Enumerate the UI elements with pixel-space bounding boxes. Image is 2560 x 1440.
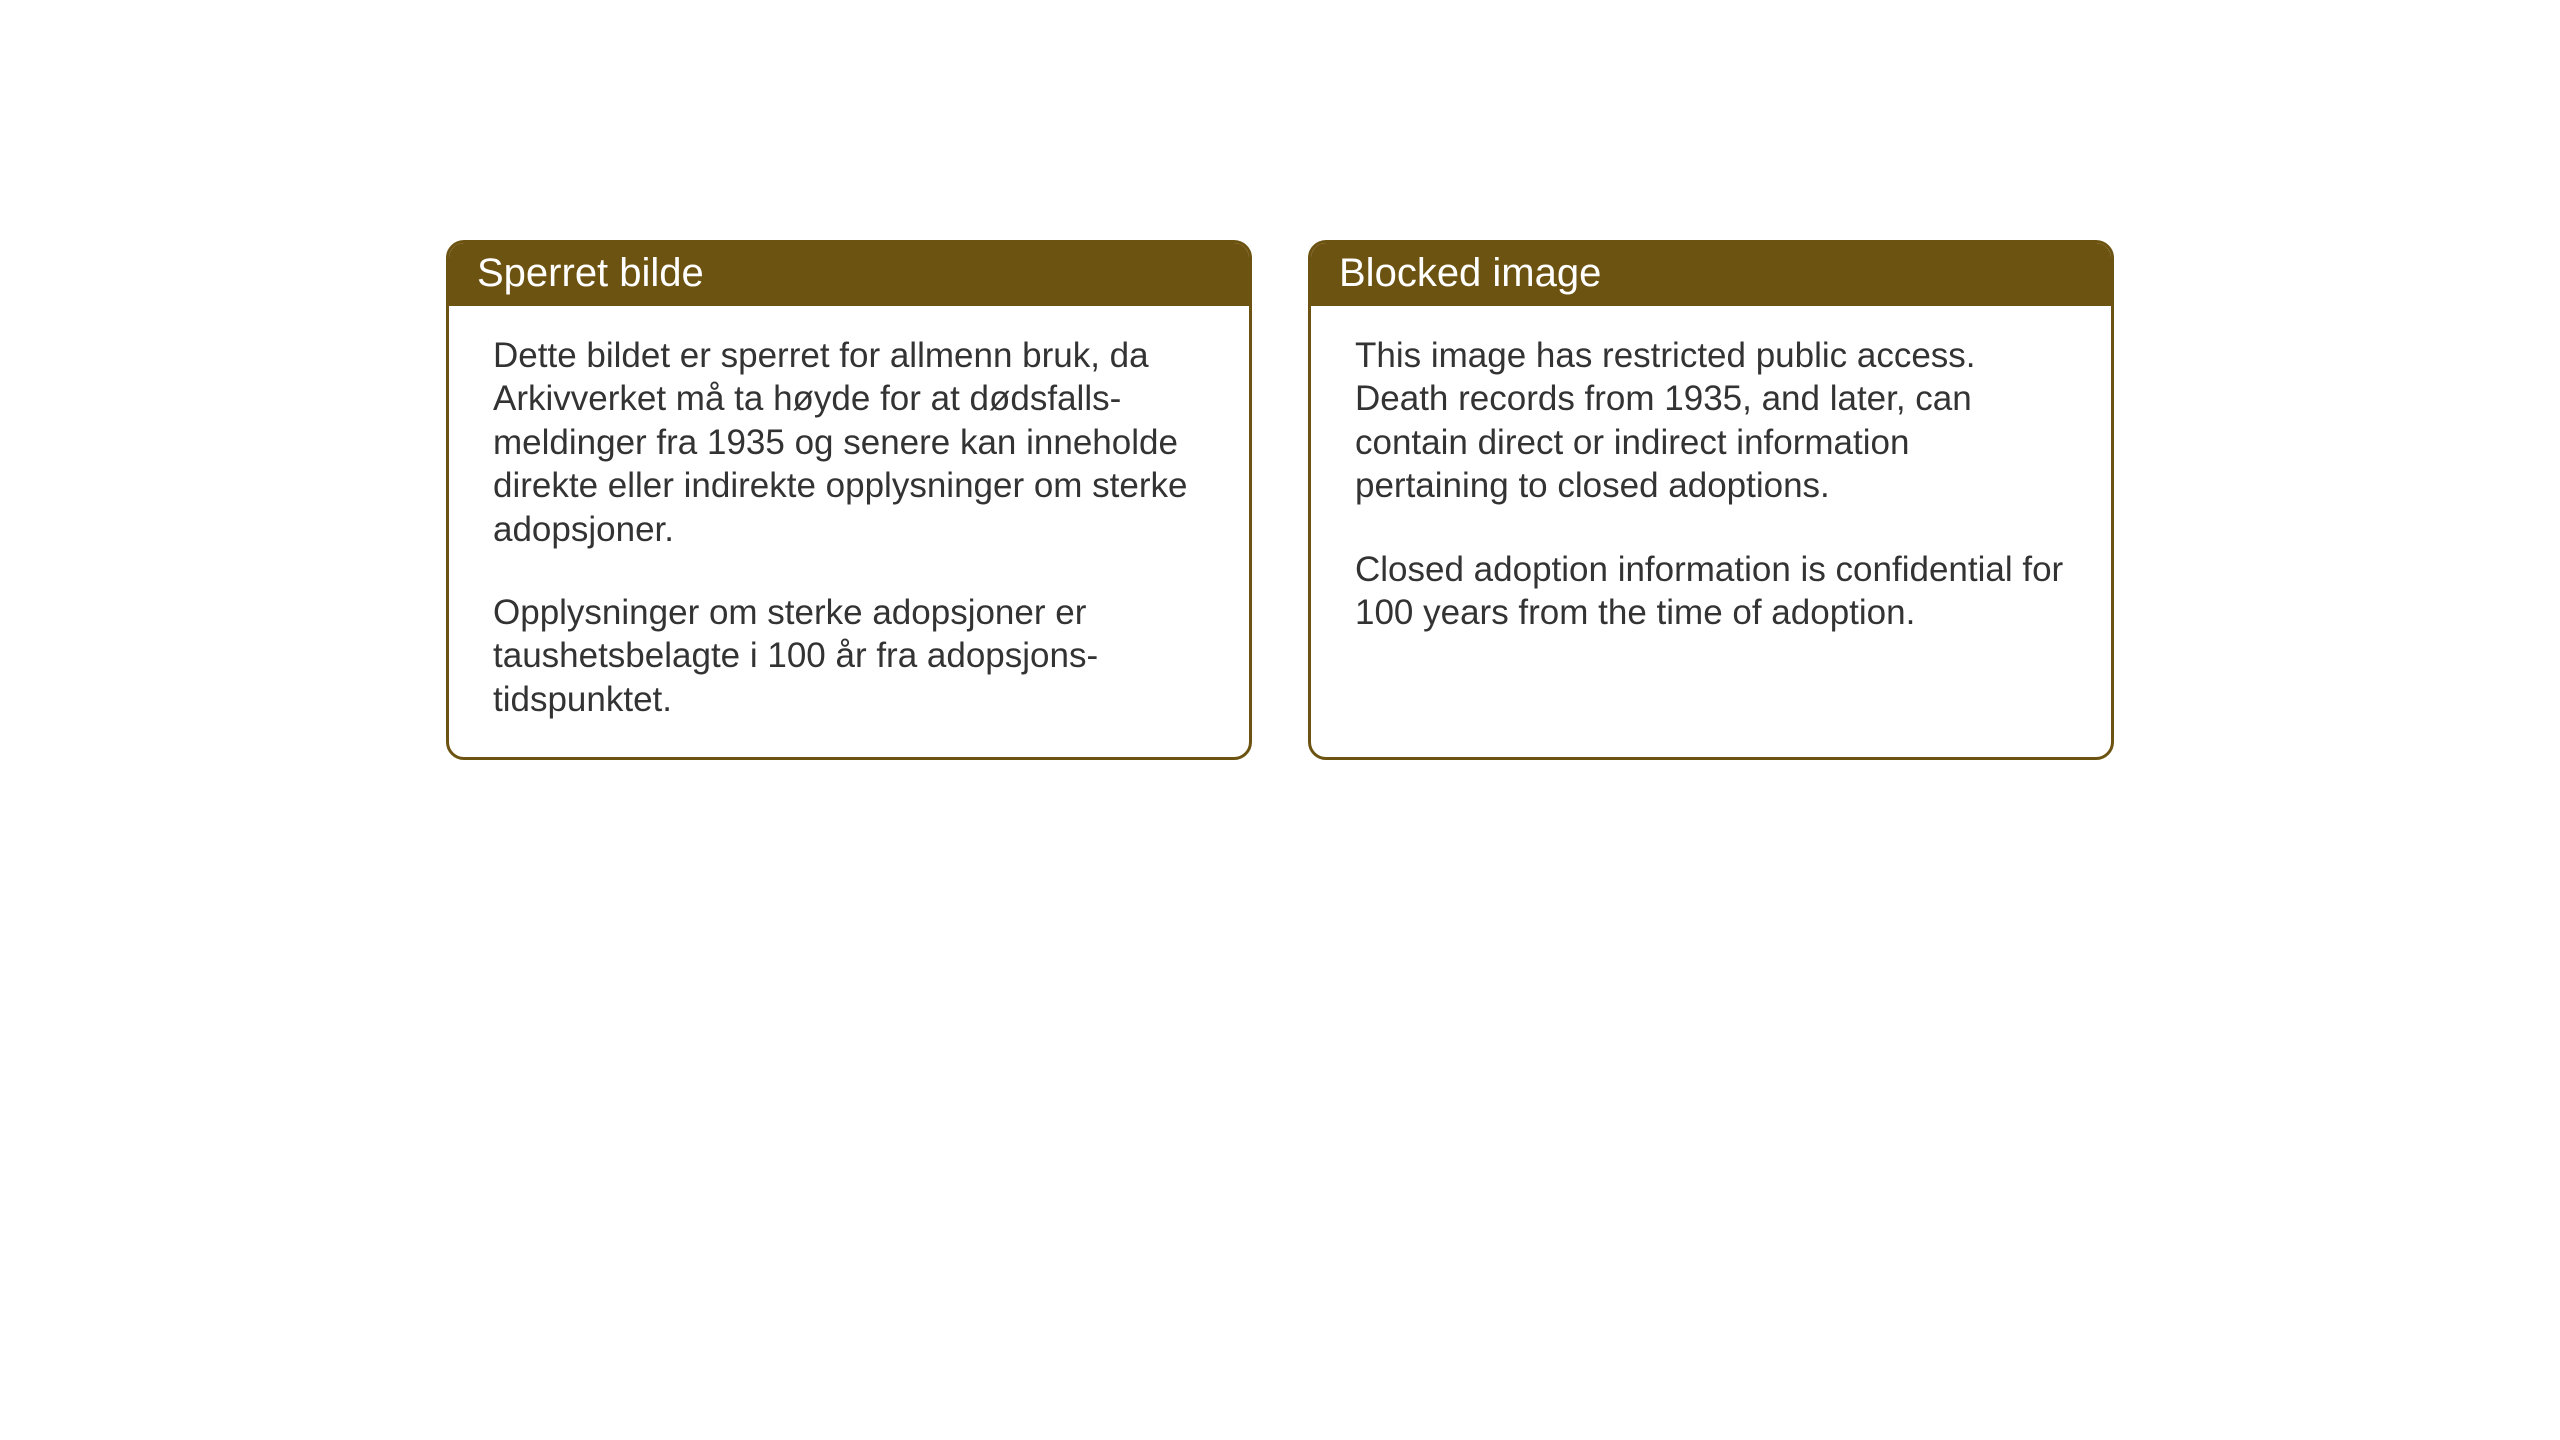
card-paragraph-2-english: Closed adoption information is confident… (1355, 548, 2067, 635)
card-paragraph-1-english: This image has restricted public access.… (1355, 334, 2067, 508)
card-body-norwegian: Dette bildet er sperret for allmenn bruk… (449, 306, 1249, 757)
card-title-norwegian: Sperret bilde (477, 251, 704, 295)
notice-card-norwegian: Sperret bilde Dette bildet er sperret fo… (446, 240, 1252, 760)
card-header-norwegian: Sperret bilde (449, 243, 1249, 306)
card-body-english: This image has restricted public access.… (1311, 306, 2111, 670)
notice-card-english: Blocked image This image has restricted … (1308, 240, 2114, 760)
card-header-english: Blocked image (1311, 243, 2111, 306)
card-paragraph-2-norwegian: Opplysninger om sterke adopsjoner er tau… (493, 591, 1205, 721)
notice-container: Sperret bilde Dette bildet er sperret fo… (446, 240, 2114, 760)
card-title-english: Blocked image (1339, 251, 1601, 295)
card-paragraph-1-norwegian: Dette bildet er sperret for allmenn bruk… (493, 334, 1205, 551)
